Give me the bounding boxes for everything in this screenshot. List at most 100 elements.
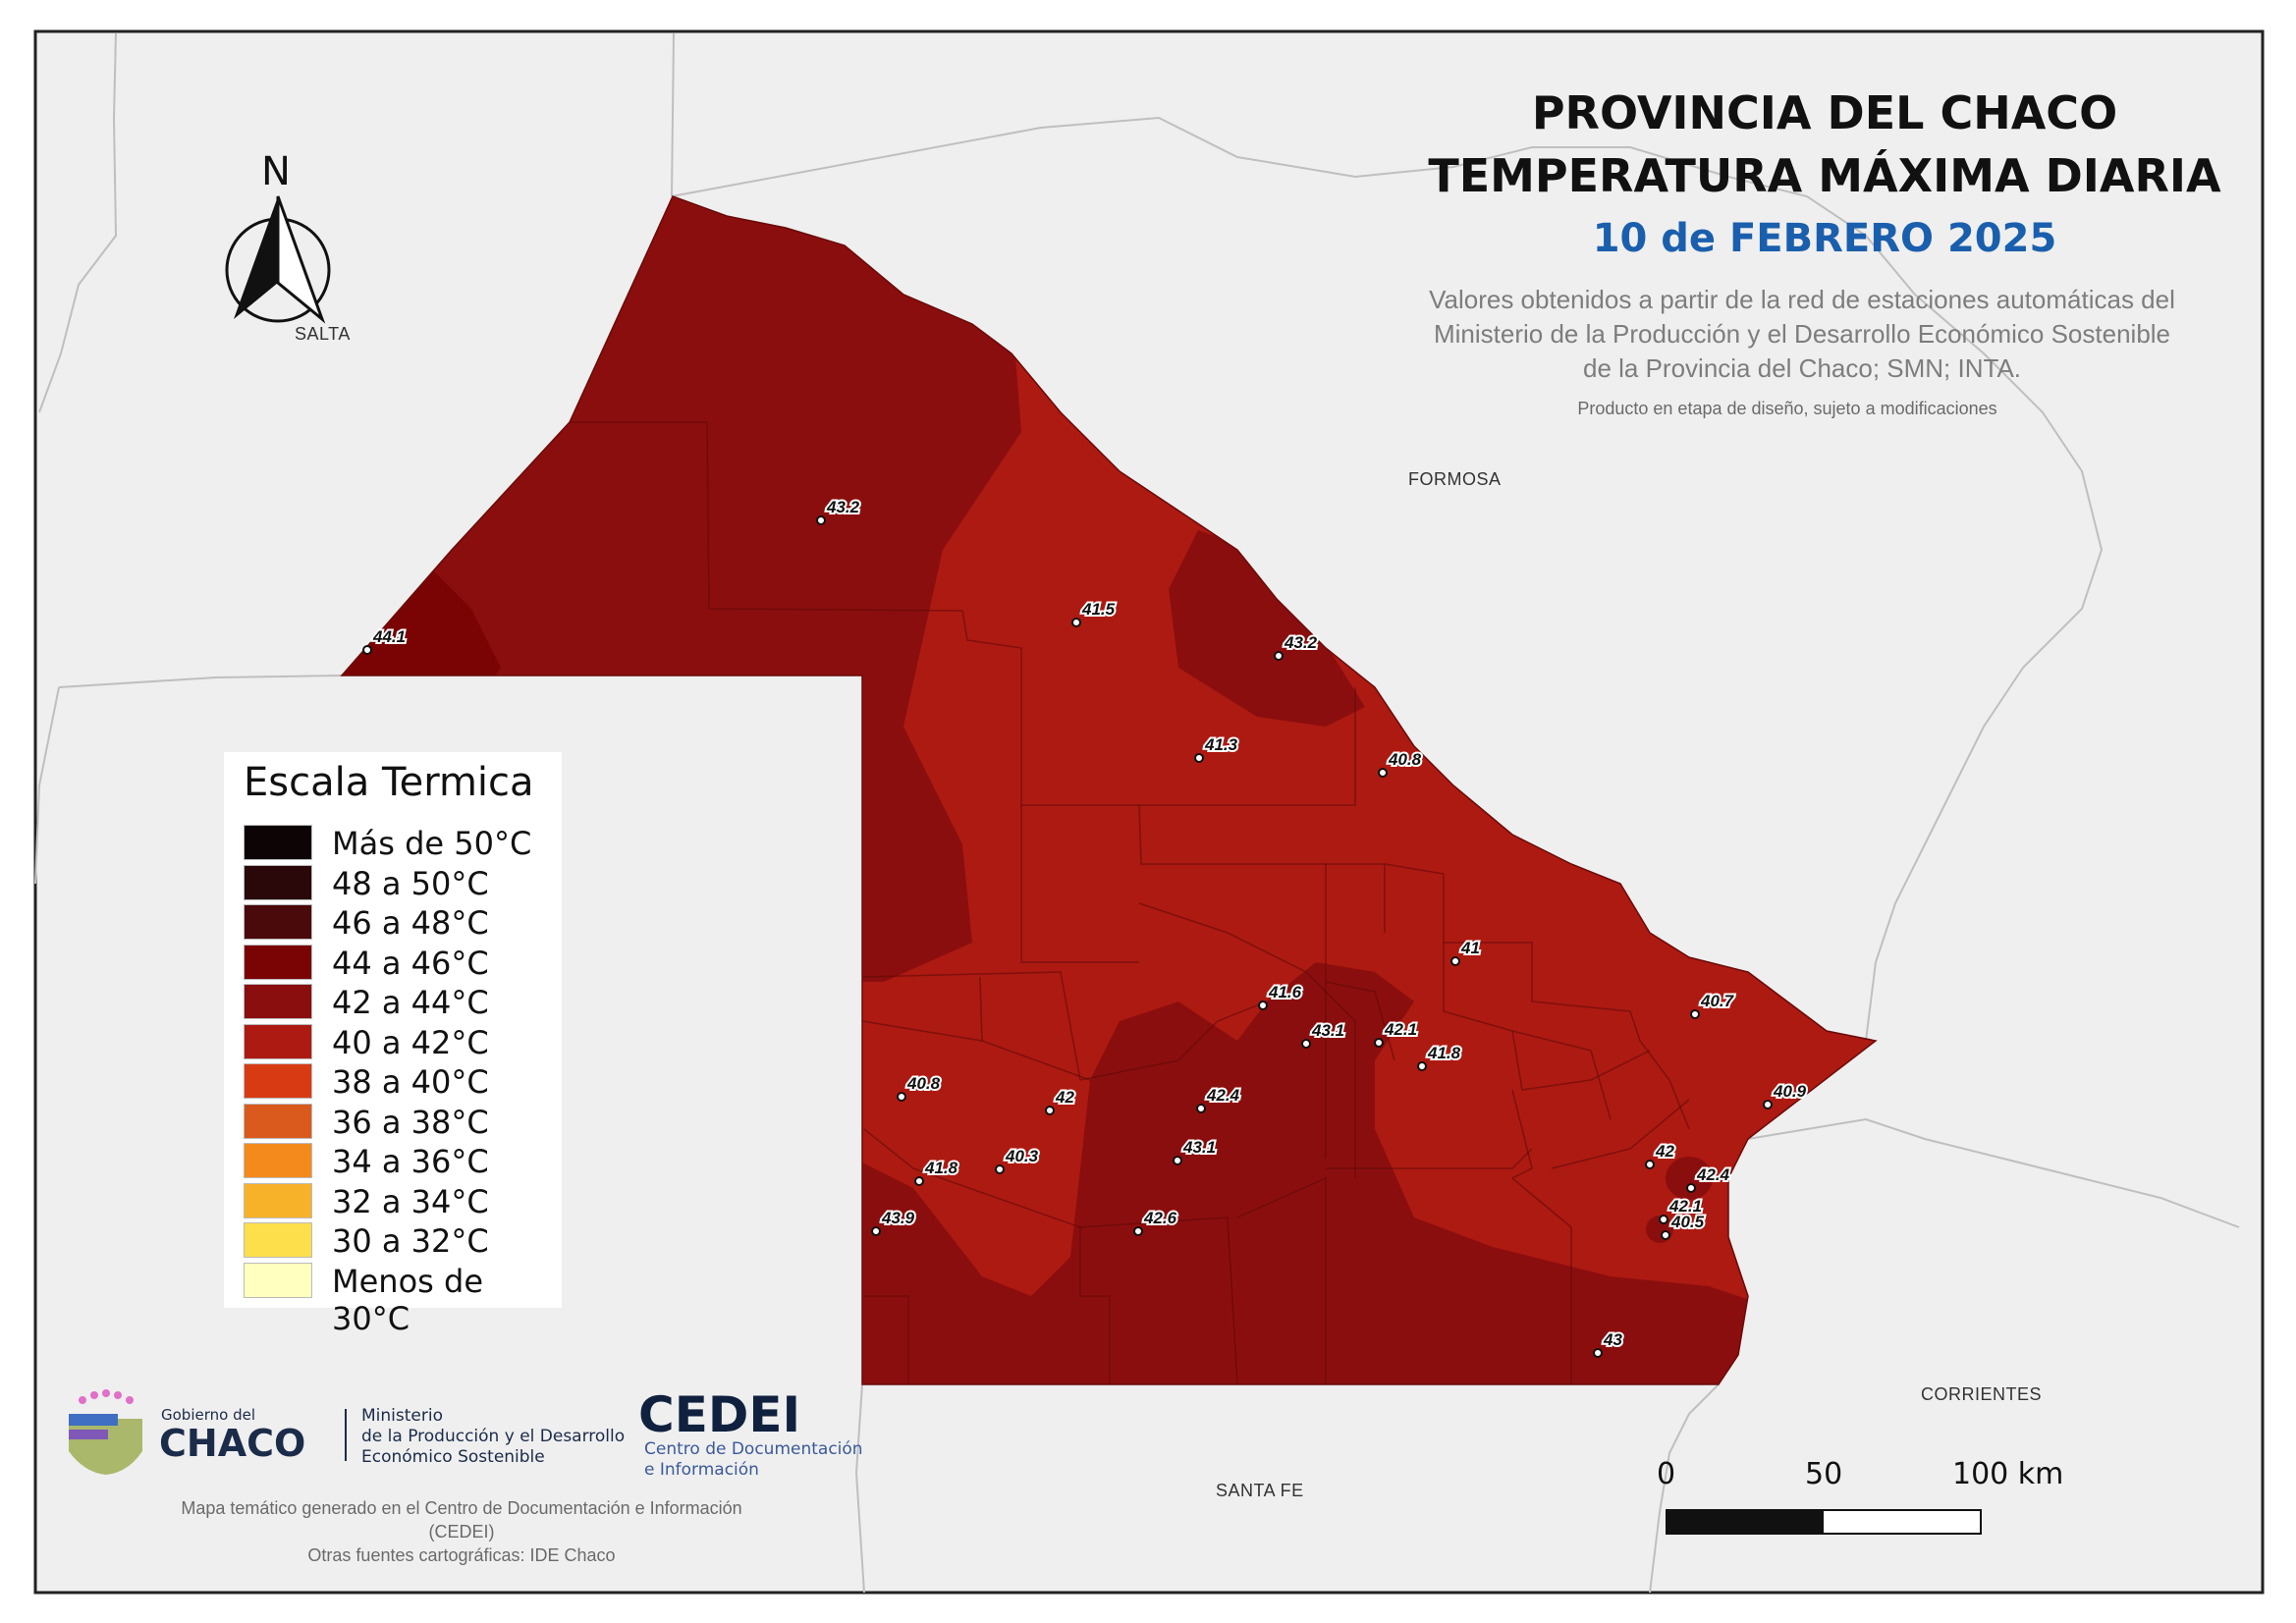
legend-label: 30 a 32°C (332, 1222, 489, 1260)
station-value: 40.8 (1388, 750, 1422, 769)
station-value: 40.7 (1700, 992, 1735, 1010)
neighbor-boundaries (34, 32, 2240, 1594)
station-dot (1450, 956, 1460, 966)
credit-text: Mapa temático generado en el Centro de D… (137, 1496, 786, 1567)
station-marker[interactable]: 43.2 (1274, 631, 1320, 661)
station-marker[interactable]: 42.1 (1659, 1195, 1704, 1224)
legend-item: 34 a 36°C (244, 1141, 558, 1180)
station-value: 40.5 (1670, 1213, 1705, 1231)
legend-swatch (244, 1023, 312, 1059)
legend-item: 36 a 38°C (244, 1102, 558, 1141)
station-marker[interactable]: 42.4 (1686, 1163, 1732, 1193)
station-marker[interactable]: 42.4 (1196, 1084, 1242, 1113)
station-dot (362, 645, 372, 655)
legend-label: 42 a 44°C (332, 984, 489, 1021)
chaco-logo-icon (69, 1389, 142, 1475)
legend-label: 34 a 36°C (332, 1143, 489, 1180)
station-marker[interactable]: 42 (1645, 1140, 1676, 1169)
station-marker[interactable]: 43 (1593, 1328, 1624, 1358)
legend-item: 44 a 46°C (244, 943, 558, 982)
station-marker[interactable]: 41.8 (914, 1157, 960, 1186)
station-dot (1301, 1039, 1311, 1049)
scale-label-0: 0 (1657, 1457, 1676, 1491)
legend-swatch (244, 1262, 312, 1298)
label-salta: SALTA (295, 324, 351, 344)
ministerio-line-1: Ministerio (361, 1406, 443, 1426)
station-marker[interactable]: 42 (1045, 1086, 1076, 1115)
legend-swatch (244, 1182, 312, 1218)
station-marker[interactable]: 43.9 (871, 1207, 917, 1236)
station-marker[interactable]: 40.3 (995, 1145, 1041, 1174)
label-santa-fe: SANTA FE (1216, 1481, 1304, 1500)
station-marker[interactable]: 42.1 (1374, 1018, 1419, 1048)
station-marker[interactable]: 40.8 (897, 1072, 943, 1102)
station-dot (1763, 1100, 1773, 1109)
station-value: 40.3 (1005, 1147, 1039, 1165)
legend-item: Más de 50°C (244, 823, 558, 862)
station-marker[interactable]: 42.6 (1133, 1207, 1179, 1236)
gobierno-small: Gobierno del (161, 1406, 255, 1424)
station-value: 43.1 (1311, 1021, 1344, 1040)
zone-42-44-south (854, 962, 1768, 1384)
station-marker[interactable]: 41.5 (1071, 598, 1118, 627)
legend-swatch (244, 904, 312, 940)
cedei-logo: CEDEI (638, 1386, 801, 1443)
station-value: 42 (1055, 1088, 1074, 1107)
station-dot (1661, 1230, 1670, 1240)
station-marker[interactable]: 43.1 (1301, 1019, 1346, 1049)
station-dot (1196, 1104, 1206, 1113)
station-value: 43 (1603, 1330, 1622, 1349)
station-dot (1378, 768, 1388, 778)
station-value: 42 (1655, 1142, 1674, 1161)
station-value: 42.4 (1206, 1086, 1240, 1105)
legend-label: 46 a 48°C (332, 904, 489, 942)
station-marker[interactable]: 40.9 (1763, 1080, 1809, 1109)
station-value: 43.9 (881, 1209, 915, 1227)
station-marker[interactable]: 44.1 (362, 625, 408, 655)
station-marker[interactable]: 41.8 (1417, 1042, 1463, 1071)
station-dot (914, 1176, 924, 1186)
legend-item: 32 a 34°C (244, 1181, 558, 1220)
station-value: 40.9 (1773, 1082, 1807, 1101)
station-value: 41.5 (1081, 600, 1116, 619)
station-dot (1686, 1183, 1696, 1193)
station-dot (1045, 1106, 1055, 1115)
station-dot (897, 1092, 906, 1102)
map-title-line2: TEMPERATURA MÁXIMA DIARIA (1428, 149, 2221, 202)
station-dot (871, 1226, 881, 1236)
station-dot (1173, 1156, 1182, 1165)
province-outline (340, 195, 1878, 1385)
station-marker[interactable]: 41.3 (1194, 733, 1240, 763)
legend-swatch (244, 1063, 312, 1099)
legend-item: 40 a 42°C (244, 1022, 558, 1061)
scale-label-100: 100 km (1952, 1457, 2064, 1491)
north-label: N (261, 149, 291, 194)
legend-label: 32 a 34°C (332, 1182, 489, 1220)
map-date: 10 de FEBRERO 2025 (1592, 216, 2057, 261)
legend-label: 48 a 50°C (332, 864, 489, 902)
station-value: 42.1 (1384, 1020, 1417, 1039)
station-marker[interactable]: 43.1 (1173, 1136, 1218, 1165)
station-marker[interactable]: 41 (1450, 937, 1482, 966)
station-dot (1071, 618, 1081, 627)
station-value: 42.1 (1668, 1197, 1702, 1216)
cedei-sub-1: Centro de Documentación (644, 1439, 863, 1459)
station-dot (1593, 1348, 1603, 1358)
station-value: 43.2 (1284, 633, 1318, 652)
station-value: 41.8 (924, 1159, 958, 1177)
station-marker[interactable]: 40.8 (1378, 748, 1424, 778)
station-value: 42.4 (1696, 1165, 1730, 1184)
legend-item: 48 a 50°C (244, 863, 558, 902)
legend: Escala Termica Más de 50°C 48 a 50°C 46 a … (224, 752, 562, 1337)
legend-swatch (244, 825, 312, 860)
station-marker[interactable]: 41.6 (1258, 981, 1304, 1010)
station-marker[interactable]: 40.7 (1690, 990, 1737, 1019)
zone-42-44-east (1666, 1157, 1713, 1200)
station-dot (1133, 1226, 1143, 1236)
station-marker[interactable]: 43.2 (816, 496, 862, 525)
legend-item: 42 a 44°C (244, 982, 558, 1021)
legend-label: Más de 50°C (332, 825, 532, 862)
station-marker[interactable]: 40.5 (1661, 1211, 1707, 1240)
legend-label: 38 a 40°C (332, 1063, 489, 1101)
